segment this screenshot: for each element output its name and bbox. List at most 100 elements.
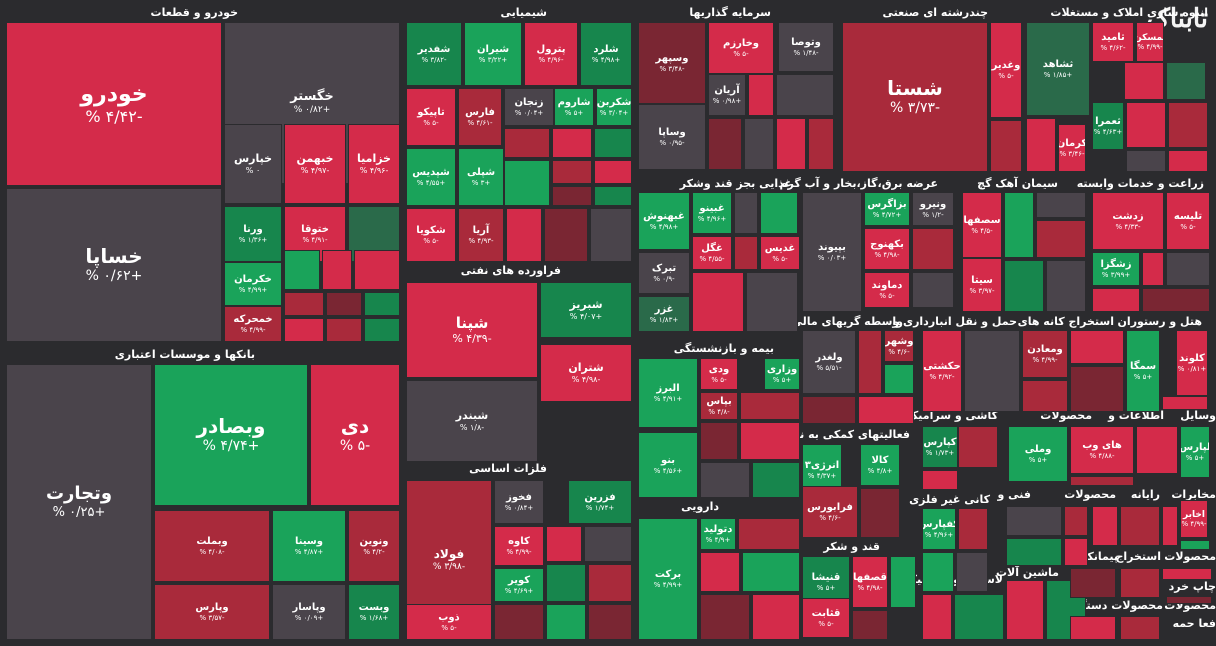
treemap-tile[interactable] xyxy=(852,610,888,640)
treemap-tile[interactable] xyxy=(1142,252,1164,286)
treemap-tile[interactable] xyxy=(752,462,800,498)
treemap-tile[interactable] xyxy=(546,526,582,562)
treemap-tile[interactable]: ونوین -۴/۲ % xyxy=(348,510,400,582)
treemap-tile[interactable] xyxy=(746,272,798,332)
treemap-tile[interactable] xyxy=(1022,380,1068,412)
treemap-tile[interactable]: کاوه -۴/۹۹ % xyxy=(494,526,544,566)
treemap-tile[interactable] xyxy=(494,604,544,640)
treemap-tile[interactable]: خبهمن -۴/۹۷ % xyxy=(284,124,346,204)
treemap-tile[interactable]: خمحرکه -۴/۹۹ % xyxy=(224,306,282,342)
treemap-tile[interactable] xyxy=(700,594,750,640)
treemap-tile[interactable] xyxy=(890,556,916,608)
treemap-tile[interactable]: وغدیر -۵ % xyxy=(990,22,1022,118)
treemap-tile[interactable] xyxy=(884,364,914,394)
treemap-tile[interactable] xyxy=(1120,616,1160,640)
treemap-tile[interactable] xyxy=(1092,288,1140,312)
treemap-tile[interactable] xyxy=(700,552,740,592)
treemap-tile[interactable]: وبصادر +۴/۷۴ % xyxy=(154,364,308,506)
treemap-tile[interactable]: خساپا +۰/۶۲ % xyxy=(6,188,222,342)
treemap-tile[interactable]: حکشتی -۴/۹۲ % xyxy=(922,330,962,412)
treemap-tile[interactable]: قصفها -۴/۹۸ % xyxy=(852,556,888,608)
treemap-tile[interactable] xyxy=(964,330,1020,412)
treemap-tile[interactable] xyxy=(364,292,400,316)
treemap-tile[interactable]: بپیوند +۰/۰۳ % xyxy=(802,192,862,312)
treemap-tile[interactable] xyxy=(1180,540,1210,550)
treemap-tile[interactable]: شفدیر -۳/۸۲ % xyxy=(406,22,462,86)
treemap-tile[interactable]: ومعادن -۴/۹۹ % xyxy=(1022,330,1068,378)
treemap-tile[interactable] xyxy=(552,160,592,184)
treemap-tile[interactable]: وسپهر -۳/۴۸ % xyxy=(638,22,706,104)
treemap-tile[interactable] xyxy=(742,552,800,592)
treemap-tile[interactable]: غدیس -۵ % xyxy=(760,236,800,270)
treemap-tile[interactable]: فرابورس -۴/۶ % xyxy=(802,486,858,538)
treemap-tile[interactable] xyxy=(284,318,324,342)
treemap-tile[interactable] xyxy=(990,120,1022,172)
treemap-tile[interactable]: کلوند +۰/۸۱ % xyxy=(1176,330,1208,396)
treemap-tile[interactable]: شپدیس +۴/۵۵ % xyxy=(406,148,456,206)
treemap-tile[interactable] xyxy=(1006,506,1062,536)
treemap-tile[interactable] xyxy=(1006,538,1062,566)
treemap-tile[interactable] xyxy=(1142,288,1210,312)
treemap-tile[interactable]: خزامیا -۴/۹۶ % xyxy=(348,124,400,204)
treemap-tile[interactable]: فزرین +۱/۷۴ % xyxy=(568,480,632,524)
treemap-tile[interactable] xyxy=(546,604,586,640)
treemap-tile[interactable] xyxy=(326,292,362,316)
treemap-tile[interactable]: بزاگرس +۴/۷۲ % xyxy=(864,192,910,226)
treemap-tile[interactable]: کرمان -۳/۴۶ % xyxy=(1058,124,1086,172)
treemap-tile[interactable] xyxy=(1004,260,1044,312)
treemap-tile[interactable] xyxy=(284,292,324,316)
treemap-tile[interactable] xyxy=(1162,568,1212,580)
treemap-tile[interactable] xyxy=(922,470,958,490)
treemap-tile[interactable]: وتوصا -۱/۴۸ % xyxy=(778,22,834,72)
treemap-tile[interactable] xyxy=(322,250,352,290)
treemap-tile[interactable]: غزر +۱/۸۳ % xyxy=(638,296,690,332)
treemap-tile[interactable]: البرز +۴/۹۱ % xyxy=(638,358,698,428)
treemap-tile[interactable] xyxy=(594,160,632,184)
treemap-tile[interactable]: پترول -۴/۹۶ % xyxy=(524,22,578,86)
treemap-tile[interactable] xyxy=(700,422,738,460)
treemap-tile[interactable]: لپارس +۵ % xyxy=(1180,426,1210,478)
treemap-tile[interactable] xyxy=(954,594,1004,640)
treemap-tile[interactable]: وملی +۵ % xyxy=(1008,426,1068,482)
treemap-tile[interactable] xyxy=(692,272,744,332)
treemap-tile[interactable] xyxy=(776,118,806,170)
treemap-tile[interactable]: ودی -۵ % xyxy=(700,358,738,390)
treemap-tile[interactable] xyxy=(1006,580,1044,640)
treemap-tile[interactable]: خودرو -۴/۴۲ % xyxy=(6,22,222,186)
treemap-tile[interactable]: برکت +۴/۹۹ % xyxy=(638,518,698,640)
treemap-tile[interactable]: تبرک -۰/۹ % xyxy=(638,252,690,294)
treemap-tile[interactable] xyxy=(1092,506,1118,546)
treemap-tile[interactable]: ورنا +۱/۳۶ % xyxy=(224,206,282,262)
treemap-tile[interactable]: ثشاهد +۱/۸۵ % xyxy=(1026,22,1090,116)
treemap-tile[interactable] xyxy=(1004,192,1034,258)
treemap-tile[interactable] xyxy=(1166,252,1210,286)
treemap-tile[interactable] xyxy=(922,552,954,592)
treemap-tile[interactable] xyxy=(740,422,800,460)
treemap-tile[interactable] xyxy=(1136,426,1178,474)
treemap-tile[interactable]: وبست +۱/۶۸ % xyxy=(348,584,400,640)
treemap-tile[interactable] xyxy=(506,208,542,262)
treemap-tile[interactable] xyxy=(808,118,834,170)
treemap-tile[interactable]: کپارس +۱/۷۳ % xyxy=(922,426,958,468)
treemap-tile[interactable]: خکرمان +۴/۹۹ % xyxy=(224,262,282,306)
treemap-tile[interactable] xyxy=(912,272,954,308)
treemap-tile[interactable]: زنجان +۰/۰۴ % xyxy=(504,88,554,126)
treemap-tile[interactable] xyxy=(1070,330,1124,364)
treemap-tile[interactable]: غگل -۴/۵۵ % xyxy=(692,236,732,270)
treemap-tile[interactable] xyxy=(326,318,362,342)
treemap-tile[interactable]: وخارزم -۵ % xyxy=(708,22,774,74)
treemap-tile[interactable] xyxy=(1064,538,1088,566)
treemap-tile[interactable] xyxy=(1120,568,1160,598)
treemap-tile[interactable]: کویر +۴/۶۹ % xyxy=(494,568,544,602)
treemap-tile[interactable] xyxy=(802,396,856,424)
treemap-tile[interactable] xyxy=(1126,150,1166,172)
treemap-tile[interactable]: زدشت -۴/۳۳ % xyxy=(1092,192,1164,250)
treemap-tile[interactable]: شلرد +۴/۹۸ % xyxy=(580,22,632,86)
treemap-tile[interactable]: وتجارت +۰/۲۵ % xyxy=(6,364,152,640)
treemap-tile[interactable]: دی -۵ % xyxy=(310,364,400,506)
treemap-tile[interactable] xyxy=(760,192,798,234)
treemap-tile[interactable]: قثابت -۵ % xyxy=(802,598,850,638)
treemap-tile[interactable]: فارس -۴/۶۱ % xyxy=(458,88,502,146)
treemap-tile[interactable]: وبملت -۴/۰۸ % xyxy=(154,510,270,582)
treemap-tile[interactable] xyxy=(364,318,400,342)
